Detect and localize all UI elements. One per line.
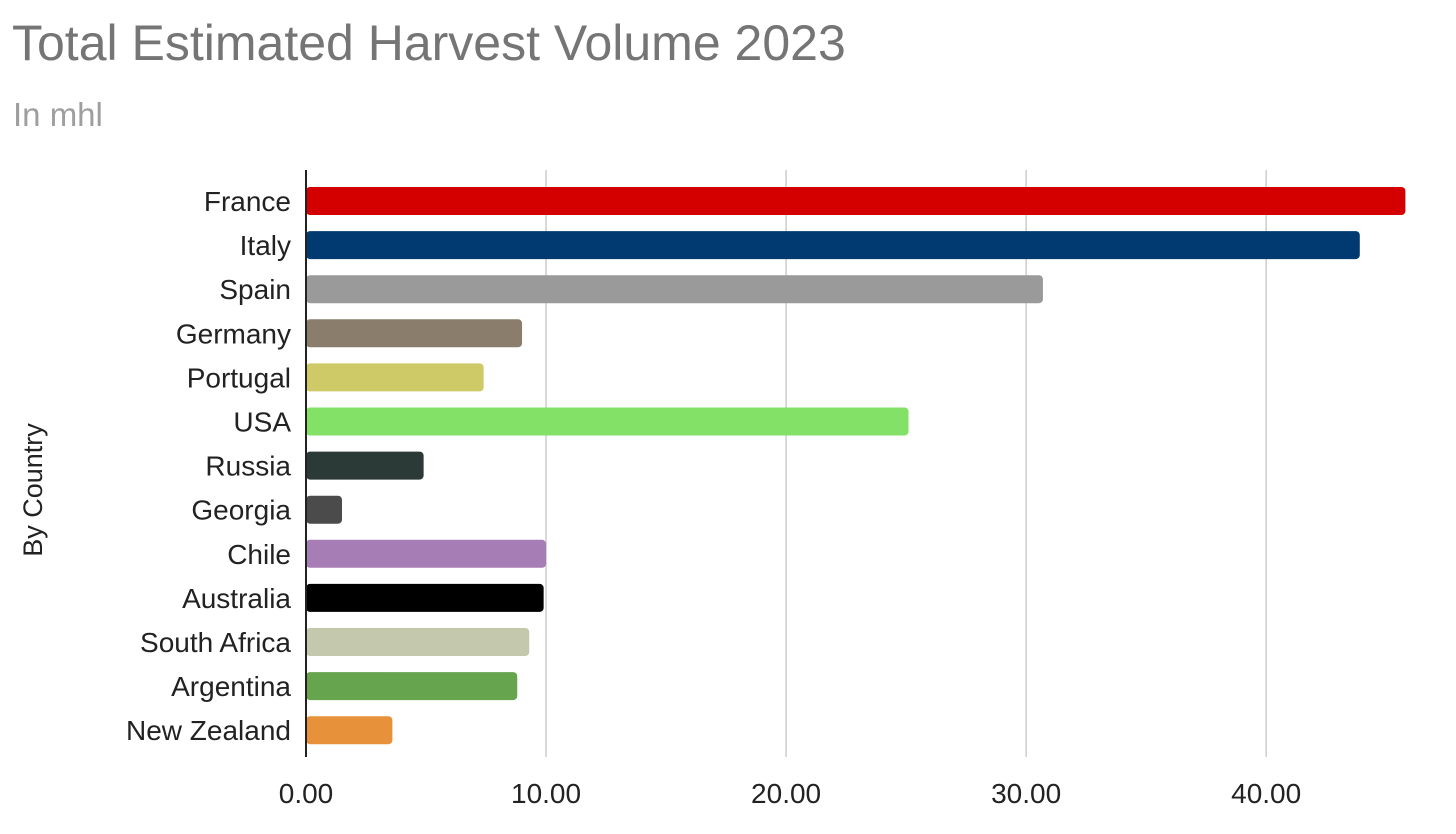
bar-south-africa[interactable]	[306, 628, 530, 656]
bar-australia[interactable]	[306, 583, 544, 612]
bar-georgia[interactable]	[306, 495, 343, 524]
x-tick-label: 20.00	[751, 778, 821, 809]
category-label: USA	[233, 407, 291, 438]
category-label: Australia	[182, 583, 291, 614]
bar-portugal[interactable]	[306, 363, 484, 392]
category-label: Spain	[219, 274, 291, 305]
x-tick-label: 40.00	[1231, 778, 1301, 809]
bar-chile[interactable]	[306, 539, 547, 568]
category-label: Chile	[227, 539, 291, 570]
x-tick-label: 0.00	[279, 778, 334, 809]
chart-title: Total Estimated Harvest Volume 2023	[12, 15, 846, 71]
bar-italy[interactable]	[306, 231, 1360, 260]
bar-usa[interactable]	[306, 407, 909, 436]
x-tick-labels: 0.00 10.00 20.00 30.00 40.00	[279, 778, 1301, 809]
bar-argentina[interactable]	[306, 672, 518, 701]
x-tick-label: 30.00	[991, 778, 1061, 809]
category-label: Portugal	[187, 362, 291, 393]
bar-russia[interactable]	[306, 451, 424, 480]
chart-subtitle: In mhl	[13, 96, 103, 133]
category-label: New Zealand	[126, 715, 291, 746]
y-axis-title: By Country	[18, 423, 48, 557]
category-label: Italy	[240, 230, 291, 261]
category-label: Argentina	[171, 671, 291, 702]
category-label: Russia	[205, 451, 291, 482]
category-label: South Africa	[140, 627, 291, 658]
bar-france[interactable]	[306, 187, 1406, 215]
category-labels: France Italy Spain Germany Portugal USA Russia…	[126, 186, 291, 746]
category-label: France	[204, 186, 291, 217]
category-label: Germany	[176, 318, 291, 349]
bar-new-zealand[interactable]	[306, 716, 393, 745]
gridlines	[545, 170, 1267, 757]
x-tick-label: 10.00	[511, 778, 581, 809]
bars	[306, 187, 1406, 745]
category-label: Georgia	[191, 495, 291, 526]
bar-germany[interactable]	[306, 319, 523, 348]
bar-spain[interactable]	[306, 275, 1043, 304]
